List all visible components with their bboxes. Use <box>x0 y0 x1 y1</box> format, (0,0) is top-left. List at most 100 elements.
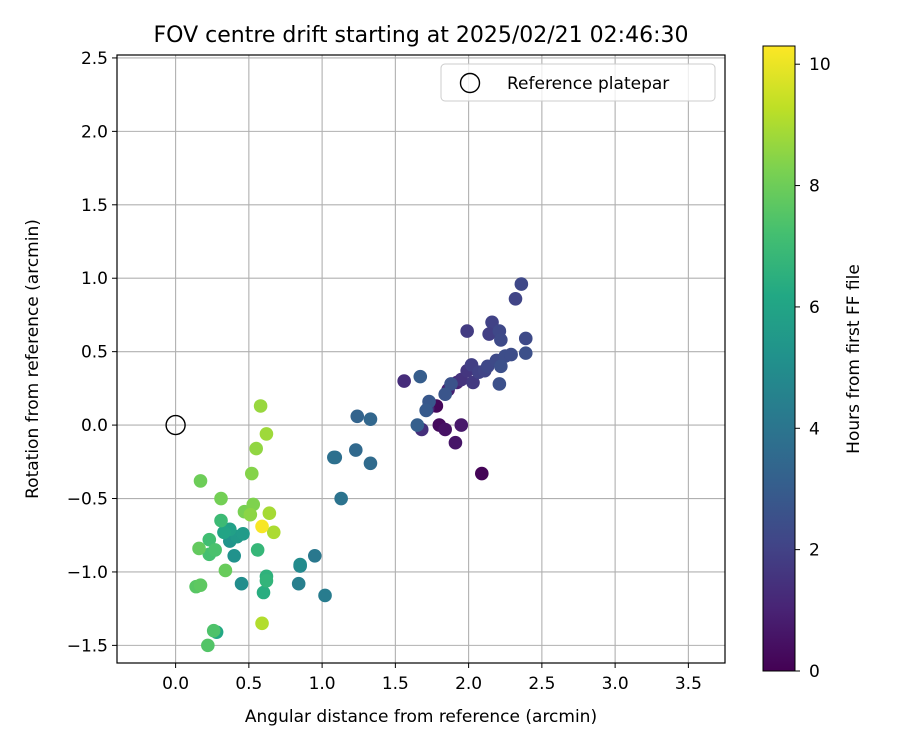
x-tick-label: 2.5 <box>528 674 555 694</box>
scatter-point <box>327 450 341 465</box>
scatter-point <box>410 418 425 432</box>
scatter-point <box>266 525 281 540</box>
colorbar-tick-label: 4 <box>809 419 820 439</box>
chart-title: FOV centre drift starting at 2025/02/21 … <box>154 23 689 48</box>
scatter-point <box>234 576 249 591</box>
y-tick-label: 2.5 <box>81 49 108 69</box>
scatter-point <box>250 543 265 557</box>
scatter-point <box>206 623 221 638</box>
scatter-point <box>448 435 463 450</box>
colorbar-tick-label: 8 <box>809 177 820 197</box>
y-axis-ticks: −1.5 −1.0 −0.5 0.0 0.5 1.0 1.5 2.0 2.5 <box>67 49 117 656</box>
scatter-point <box>256 585 271 600</box>
legend-label: Reference platepar <box>507 74 669 94</box>
legend-box <box>440 63 716 102</box>
scatter-point <box>318 588 332 603</box>
scatter-point <box>192 541 206 556</box>
scatter-point <box>504 347 518 362</box>
plot-frame <box>116 54 726 664</box>
scatter-point <box>518 331 533 346</box>
x-tick-label: 1.0 <box>309 674 336 694</box>
scatter-point <box>482 327 496 341</box>
colorbar-tick-label: 0 <box>809 662 820 682</box>
legend: Reference platepar <box>440 63 716 102</box>
scatter-point <box>438 387 452 402</box>
y-tick-label: 0.0 <box>81 416 108 436</box>
scatter-point <box>253 399 268 413</box>
legend-marker-open-circle <box>459 72 481 94</box>
colorbar-tick-label: 2 <box>809 541 820 561</box>
scatter-point <box>193 474 208 488</box>
scatter-point <box>201 638 215 653</box>
scatter-point <box>438 422 452 437</box>
scatter-point <box>217 525 231 540</box>
x-tick-label: 3.5 <box>675 674 702 694</box>
scatter-point <box>363 456 378 471</box>
grid <box>117 55 725 663</box>
scatter-point <box>444 377 458 391</box>
scatter-point <box>514 277 529 291</box>
colorbar-ticks: 0 2 4 6 8 10 <box>795 55 831 682</box>
scatter-point <box>475 466 489 481</box>
x-tick-label: 3.0 <box>602 674 629 694</box>
scatter-point <box>466 375 480 390</box>
scatter-point <box>334 491 348 506</box>
scatter-point <box>494 359 508 374</box>
colorbar-label: Hours from first FF file <box>844 264 864 454</box>
scatter-point <box>494 333 508 347</box>
reference-platepar-marker <box>165 414 186 436</box>
x-tick-label: 0.5 <box>235 674 262 694</box>
scatter-point <box>255 519 269 534</box>
colorbar: 0 2 4 6 8 10 Hours from first FF file <box>762 45 864 682</box>
scatter-point <box>350 409 365 424</box>
scatter-point <box>363 412 378 427</box>
colorbar-tick-label: 10 <box>809 55 831 75</box>
scatter-point <box>259 427 274 441</box>
scatter-point <box>218 563 233 578</box>
scatter-point <box>508 291 523 306</box>
x-axis-label: Angular distance from reference (arcmin) <box>245 707 597 727</box>
scatter-point <box>227 548 242 563</box>
scatter-point <box>202 532 217 547</box>
scatter-point <box>413 369 428 384</box>
y-tick-label: −1.5 <box>67 636 108 656</box>
scatter-point <box>307 548 322 563</box>
scatter-point <box>255 616 269 631</box>
scatter-point <box>214 513 228 528</box>
scatter-point <box>460 324 474 338</box>
colorbar-tick-label: 6 <box>809 298 820 318</box>
x-tick-label: 1.5 <box>382 674 409 694</box>
x-axis-ticks: 0.0 0.5 1.0 1.5 2.0 2.5 3.0 3.5 <box>162 663 702 694</box>
scatter-point <box>518 346 533 360</box>
y-tick-label: 0.5 <box>81 343 108 363</box>
scatter-point <box>214 491 228 506</box>
scatter-point <box>244 466 259 481</box>
scatter-point <box>259 573 274 588</box>
scatter-point <box>397 374 411 388</box>
scatter-points <box>189 277 533 653</box>
scatter-point <box>208 543 222 557</box>
y-tick-label: 1.5 <box>81 196 108 216</box>
y-tick-label: 1.0 <box>81 269 108 289</box>
scatter-point <box>349 443 363 457</box>
scatter-point <box>262 506 277 521</box>
scatter-point <box>243 507 258 522</box>
y-axis-label: Rotation from reference (arcmin) <box>23 219 43 499</box>
scatter-point <box>492 377 507 391</box>
y-tick-label: −0.5 <box>67 490 108 510</box>
scatter-point <box>236 526 250 541</box>
scatter-point <box>419 403 433 418</box>
y-tick-label: −1.0 <box>67 563 108 583</box>
scatter-point <box>293 557 307 572</box>
scatter-point <box>249 441 263 456</box>
reference-point <box>165 414 186 436</box>
scatter-point <box>246 497 261 512</box>
scatter-point <box>291 576 306 591</box>
y-tick-label: 2.0 <box>81 122 108 142</box>
x-tick-label: 2.0 <box>455 674 482 694</box>
scatter-point <box>193 578 208 592</box>
x-tick-label: 0.0 <box>162 674 189 694</box>
scatter-point <box>454 418 469 432</box>
